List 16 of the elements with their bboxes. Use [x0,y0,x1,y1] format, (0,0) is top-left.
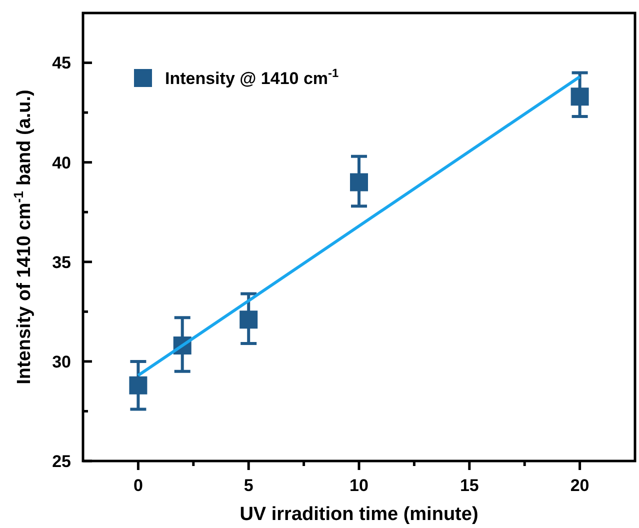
x-tick-label: 5 [244,476,254,495]
x-axis-title: UV irradition time (minute) [240,504,478,525]
y-tick-label: 45 [52,54,71,73]
point [570,88,589,106]
x-tick-label: 15 [460,476,479,495]
legend-label: Intensity @ 1410 cm$^{-1}$ [165,66,340,88]
y-tick-label: 30 [52,352,71,372]
y-tick-label: 40 [52,153,71,172]
point [240,310,258,329]
y-tick-label: 25 [52,452,71,471]
x-tick-label: 20 [570,476,590,495]
point [129,376,148,394]
point [350,173,368,192]
y-tick-label: 35 [52,252,71,272]
x-tick-label: 10 [350,476,368,495]
x-tick-label: 0 [133,476,143,495]
